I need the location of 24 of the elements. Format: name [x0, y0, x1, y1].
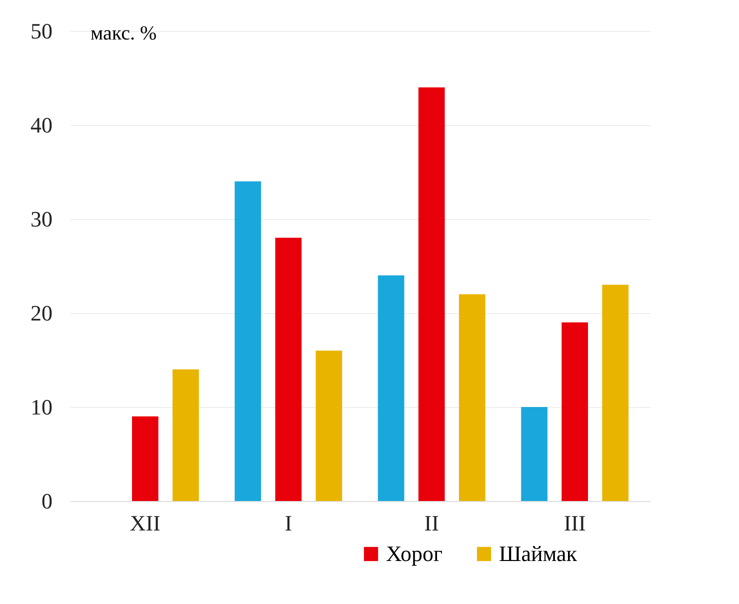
bar	[521, 407, 548, 501]
bar	[275, 238, 302, 501]
bar	[418, 87, 445, 501]
legend-label: Шаймак	[499, 541, 578, 566]
y-tick-label: 50	[30, 18, 52, 44]
x-tick-label: III	[564, 510, 586, 536]
y-tick-label: 30	[30, 206, 52, 232]
legend-label: Хорог	[386, 541, 443, 566]
bar	[378, 275, 404, 501]
bar	[172, 369, 199, 501]
y-tick-label: 10	[30, 394, 52, 420]
y-axis-title: макс. %	[90, 22, 157, 44]
x-tick-label: II	[424, 510, 439, 536]
x-tick-label: XII	[130, 510, 160, 536]
y-tick-label: 0	[42, 488, 52, 514]
bar	[458, 294, 486, 501]
bar	[316, 350, 342, 501]
x-tick-label: I	[284, 510, 292, 536]
bar	[234, 181, 262, 501]
bar	[132, 416, 158, 501]
y-tick-label: 40	[30, 112, 52, 138]
bar	[562, 322, 588, 501]
y-tick-label: 20	[30, 300, 52, 326]
bar	[602, 284, 629, 501]
